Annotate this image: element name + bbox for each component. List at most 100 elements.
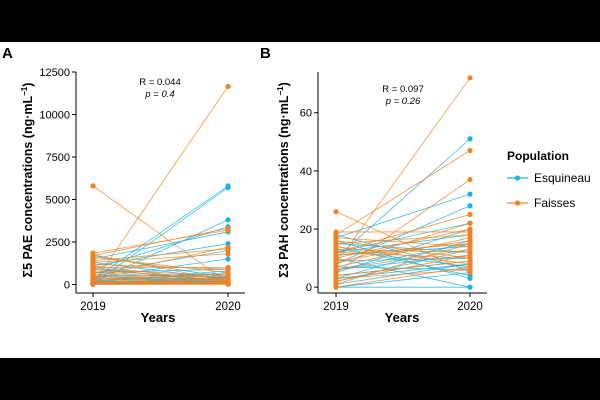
legend-item-faisses: Faisses: [507, 196, 575, 210]
panel-a-faisses-line: [92, 228, 229, 256]
panel-a-esquineau-line: [92, 258, 229, 279]
panel-b-faisses-line: [335, 260, 471, 276]
panel-a-x-tick-label: 2020: [215, 301, 241, 313]
panel-a-y-tick-label: 0: [64, 280, 70, 292]
panel-a-faisses-line: [92, 248, 229, 262]
panel-b-faisses-line: [335, 237, 471, 268]
panel-b-esquineau-line: [335, 138, 471, 259]
panel-b-y-label-close: ): [277, 82, 291, 86]
panel-b-esquineau-point: [467, 275, 473, 282]
panel-b-y-label-superscript: −1: [276, 86, 285, 96]
legend-faisses-marker: [514, 200, 521, 206]
panel-b-faisses-point: [333, 229, 339, 235]
panel-b-faisses-point: [333, 275, 339, 282]
panel-a-esquineau-point: [225, 217, 231, 223]
panel-a-esquineau-point: [225, 256, 231, 262]
panel-a-faisses-line: [92, 256, 229, 273]
panel-a-x-label: Years: [141, 310, 176, 325]
panel-b-y-tick-label: 40: [300, 166, 312, 178]
legend-esquineau-marker: [514, 175, 521, 181]
panel-a-x-tick-label: 2019: [80, 301, 106, 313]
panel-b-y-label: Σ3 PAH concentrations (ng·mL−1): [276, 82, 291, 278]
panel-a-faisses-line: [92, 254, 229, 282]
legend-item-esquineau: Esquineau: [507, 171, 591, 185]
panel-a-faisses-line: [92, 253, 229, 263]
panel-b-faisses-point: [333, 261, 339, 267]
panel-b-faisses-line: [335, 266, 471, 288]
panel-a-faisses-line: [92, 273, 229, 282]
panel-a-label: A: [2, 45, 13, 62]
panel-a-y-label-text: Σ5 PAE concentrations (ng·mL: [21, 95, 35, 277]
panel-b-faisses-point: [467, 267, 473, 273]
panel-a-esquineau-line: [92, 185, 229, 280]
panel-b-esquineau-line: [335, 243, 471, 253]
panel-a-faisses-point: [225, 225, 231, 231]
panel-a-faisses-point: [90, 254, 96, 260]
panel-b-x-tick-label: 2020: [457, 301, 483, 313]
panel-a-faisses-point: [225, 264, 231, 271]
panel-a-faisses-line: [92, 278, 229, 284]
panel-b-faisses-point: [467, 176, 473, 183]
panel-a-faisses-point: [225, 251, 231, 257]
panel-b-faisses-line: [335, 243, 471, 285]
panel-b-faisses-point: [467, 211, 473, 218]
panel-b-faisses-point: [333, 249, 339, 255]
panel-b-esquineau-line: [335, 222, 471, 253]
legend-esquineau-label: Esquineau: [534, 171, 591, 185]
panel-a-esquineau-line: [92, 275, 229, 284]
panel-b-p-annotation: p = 0.26: [385, 96, 421, 107]
panel-b-y-tick-label: 0: [306, 282, 312, 294]
legend-faisses-label: Faisses: [534, 196, 575, 210]
panel-b-esquineau-line: [335, 246, 471, 276]
svg-text:Σ3 PAH concentrations (ng·mL−1: Σ3 PAH concentrations (ng·mL−1): [276, 82, 291, 278]
panel-b-esquineau-line: [335, 272, 471, 288]
panel-b-faisses-point: [333, 238, 339, 244]
panel-a-y-tick-label: 7500: [46, 152, 70, 164]
panel-a-y-label: Σ5 PAE concentrations (ng·mL−1): [20, 83, 35, 278]
panel-b-faisses-line: [335, 214, 471, 253]
panel-b-faisses-line: [335, 77, 471, 265]
panel-b-faisses-point: [467, 220, 473, 226]
panel-b-faisses-line: [335, 251, 471, 259]
panel-b-label: B: [260, 45, 271, 62]
panel-a-faisses-point: [90, 183, 96, 189]
panel-a-faisses-line: [92, 277, 229, 283]
panel-b-faisses-point: [467, 147, 473, 154]
panel-a-y-tick-label: 10000: [39, 110, 70, 122]
panel-b-esquineau-line: [335, 257, 471, 288]
panel-a-faisses-point: [225, 275, 231, 282]
panel-a-faisses-point: [225, 271, 231, 277]
panel-b-y-label-text: Σ3 PAH concentrations (ng·mL: [277, 95, 291, 278]
panel-b-faisses-point: [333, 243, 339, 250]
panel-a-r-annotation: R = 0.044: [139, 77, 180, 88]
panel-b-faisses-line: [335, 248, 471, 253]
panel-a: A Σ5 PAE concentrations (ng·mL−1) Years …: [2, 45, 245, 325]
panel-b-faisses-point: [333, 281, 339, 287]
panel-b-esquineau-line: [335, 243, 471, 271]
panel-a-faisses-line: [92, 280, 229, 284]
panel-b-faisses-line: [335, 240, 471, 259]
panel-b-esquineau-line: [335, 263, 471, 279]
panel-b-esquineau-line: [335, 193, 471, 239]
panel-b-faisses-line: [335, 269, 471, 279]
panel-b-faisses-point: [467, 255, 473, 261]
panel-a-faisses-line: [92, 229, 229, 254]
panel-b-r-annotation: R = 0.097: [382, 84, 423, 95]
panel-a-y-tick-label: 2500: [46, 237, 70, 249]
panel-a-faisses-point: [225, 83, 231, 90]
panel-b-faisses-line: [335, 222, 471, 265]
panel-a-p-annotation: p = 0.4: [144, 89, 174, 100]
legend-title: Population: [507, 149, 569, 163]
panel-a-faisses-line: [92, 263, 229, 270]
svg-text:Σ5 PAE concentrations (ng·mL−1: Σ5 PAE concentrations (ng·mL−1): [20, 83, 35, 278]
panel-b-faisses-point: [333, 208, 339, 215]
panel-b-faisses-line: [335, 234, 471, 244]
panel-a-faisses-line: [92, 268, 229, 277]
panel-a-y-label-close: ): [21, 83, 35, 87]
panel-a-y-tick-label: 5000: [46, 195, 70, 207]
panel-b-faisses-line: [335, 150, 471, 236]
panel-b-faisses-line: [335, 248, 471, 271]
panel-b-x-tick-label: 2019: [323, 301, 349, 313]
panel-a-faisses-point: [225, 244, 231, 250]
